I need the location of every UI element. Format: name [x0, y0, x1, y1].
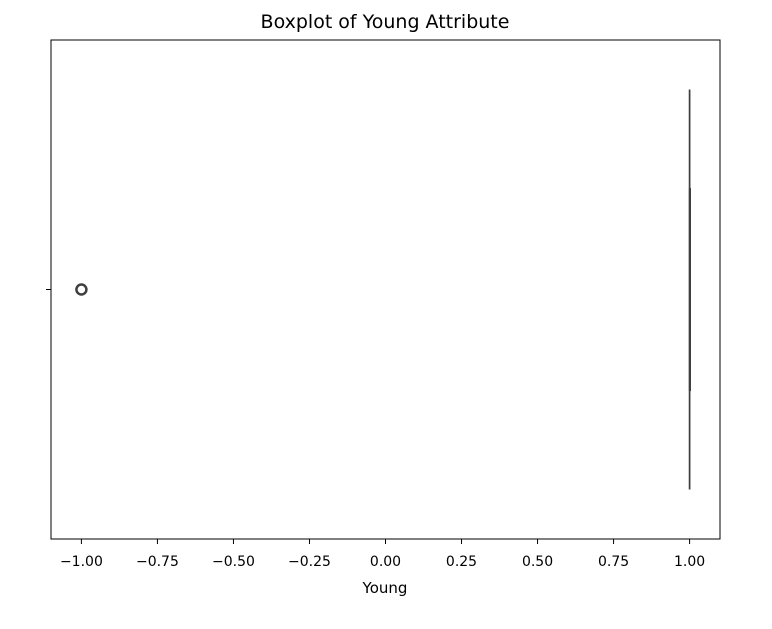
x-tick-label: −0.25 [288, 554, 331, 570]
x-tick-label: 0.25 [446, 554, 477, 570]
box-layer [75, 89, 691, 490]
x-tick-label: −0.75 [136, 554, 179, 570]
x-tick-label: 0.75 [598, 554, 629, 570]
x-tick-label: −1.00 [60, 554, 103, 570]
x-tick-label: 0.50 [522, 554, 553, 570]
plot-area-frame [50, 39, 721, 540]
x-tick-label: 0.00 [370, 554, 401, 570]
x-axis-ticks: −1.00 −0.75 −0.50 −0.25 0.00 0.25 0.50 0.75 1.00 [60, 539, 705, 570]
x-axis-label: Young [362, 579, 408, 597]
chart-title: Boxplot of Young Attribute [261, 11, 510, 33]
x-tick-label: 1.00 [674, 554, 705, 570]
outlier-point [75, 283, 88, 296]
x-tick-label: −0.50 [212, 554, 255, 570]
